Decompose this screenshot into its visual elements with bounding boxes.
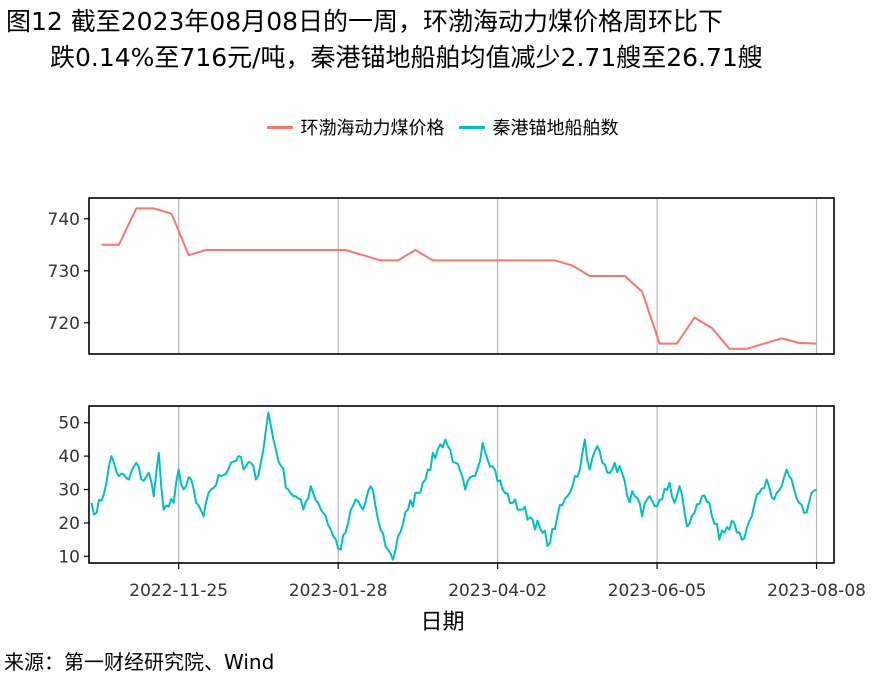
series-line-ship-count xyxy=(90,411,818,561)
panel-border-2 xyxy=(88,405,835,564)
chart-title: 图12 截至2023年08月08日的一周，环渤海动力煤价格周环比下 跌0.14%… xyxy=(6,4,882,76)
y-tick-label-panel1-0: 720 xyxy=(48,314,80,334)
x-tick-label-3: 2023-06-05 xyxy=(608,581,707,601)
legend-swatch-coal-price xyxy=(266,125,293,129)
x-tick-label-0: 2022-11-25 xyxy=(129,581,228,601)
series-line-coal-price xyxy=(101,207,817,350)
legend-label-coal-price: 环渤海动力煤价格 xyxy=(300,118,445,139)
y-tick-label-panel1-1: 730 xyxy=(48,262,80,282)
x-tick-label-4: 2023-08-08 xyxy=(767,581,866,601)
legend-item-coal-price: 环渤海动力煤价格 xyxy=(266,114,445,140)
y-tick-label-panel2-4: 50 xyxy=(58,414,80,434)
legend-label-ship-count: 秦港锚地船舶数 xyxy=(492,118,619,139)
x-tick-label-2: 2023-04-02 xyxy=(448,581,547,601)
chart-title-line2: 跌0.14%至716元/吨，秦港锚地船舶均值减少2.71艘至26.71艘 xyxy=(50,43,763,72)
y-tick-label-panel1-2: 740 xyxy=(48,210,80,230)
source-note: 来源：第一财经研究院、Wind xyxy=(4,650,275,674)
y-tick-label-panel2-1: 20 xyxy=(58,514,80,534)
x-axis-label: 日期 xyxy=(420,610,465,635)
chart-title-line1: 图12 截至2023年08月08日的一周，环渤海动力煤价格周环比下 xyxy=(6,7,724,36)
x-tick-label-1: 2023-01-28 xyxy=(289,581,388,601)
legend-swatch-ship-count xyxy=(458,125,485,129)
y-tick-label-panel2-0: 10 xyxy=(58,547,80,567)
panel-border-1 xyxy=(88,197,835,355)
y-tick-label-panel2-3: 40 xyxy=(58,447,80,467)
legend-item-ship-count: 秦港锚地船舶数 xyxy=(458,114,619,140)
y-tick-label-panel2-2: 30 xyxy=(58,481,80,501)
legend: 环渤海动力煤价格 秦港锚地船舶数 xyxy=(0,114,885,140)
